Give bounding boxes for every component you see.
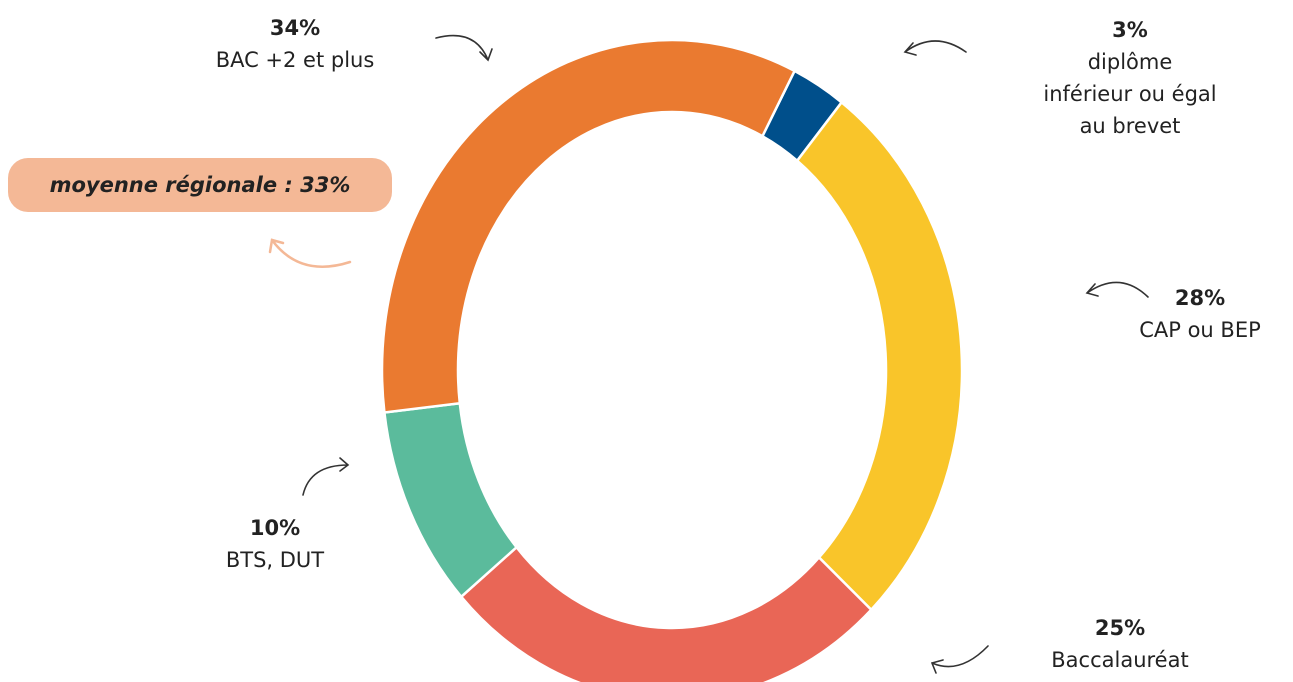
donut — [380, 38, 964, 682]
segment-label: 25% Baccalauréat — [1020, 612, 1220, 676]
value-label: 10% — [249, 516, 301, 540]
segment-label: 28% CAP ou BEP — [1120, 282, 1280, 346]
arrows — [268, 34, 1149, 674]
segment-label: 10% BTS, DUT — [180, 512, 370, 576]
category-label: BAC +2 et plus — [215, 48, 375, 72]
annotation: moyenne régionale : 33% — [8, 158, 392, 212]
category-label: CAP ou BEP — [1139, 318, 1261, 342]
donut-segment — [459, 545, 873, 682]
donut-segment — [380, 38, 797, 414]
value-label: 25% — [1094, 616, 1146, 640]
value-label: 34% — [269, 16, 321, 40]
arrow — [930, 645, 989, 674]
arrow — [435, 34, 493, 62]
arrow — [903, 40, 967, 56]
category-label: BTS, DUT — [225, 548, 325, 572]
donut-segment — [795, 100, 964, 612]
arrow — [1085, 281, 1149, 298]
arrow — [268, 238, 352, 268]
segment-label: 34% BAC +2 et plus — [170, 12, 420, 76]
value-label: 3% — [1112, 18, 1148, 42]
value-label: 28% — [1174, 286, 1226, 310]
category-label: Baccalauréat — [1051, 648, 1189, 672]
category-label: diplôme inférieur ou égal au brevet — [1043, 50, 1217, 138]
arrow — [302, 457, 350, 496]
segment-label: 3% diplôme inférieur ou égal au brevet — [1040, 14, 1220, 142]
